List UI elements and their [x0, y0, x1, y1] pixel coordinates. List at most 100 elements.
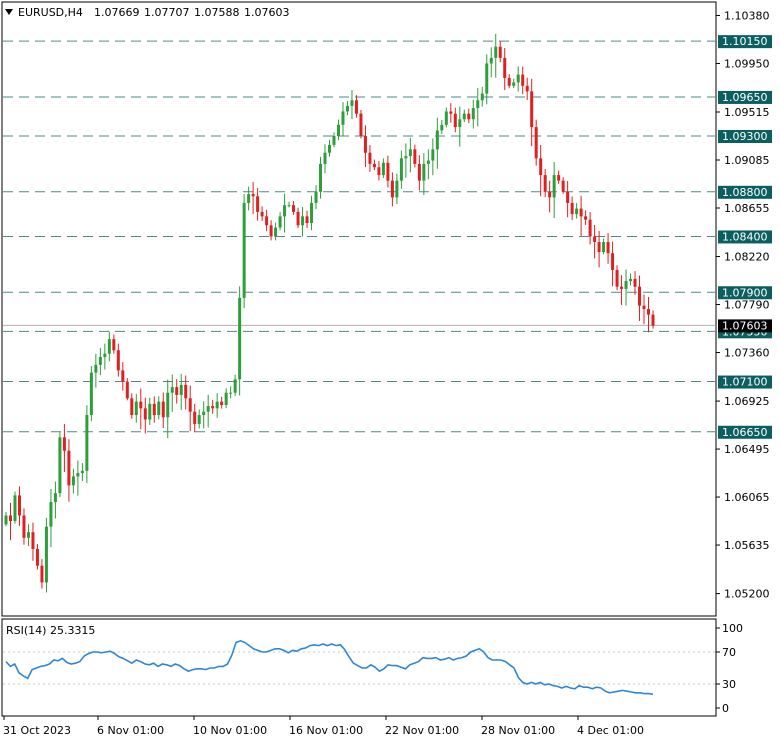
- bear-candle: [390, 172, 394, 207]
- candle-body: [359, 113, 363, 137]
- ohlc-high: 1.07707: [144, 6, 190, 19]
- bull-candle: [53, 481, 57, 519]
- candle-body: [130, 398, 134, 416]
- candle-body: [417, 163, 421, 181]
- bear-candle: [292, 200, 296, 215]
- bear-candle: [647, 296, 651, 333]
- candle-body: [238, 297, 242, 380]
- rsi-indicator: 100 70 30 0: [3, 622, 743, 715]
- bull-candle: [103, 343, 107, 370]
- candle-body: [292, 205, 296, 212]
- price-tick-label: 1.08655: [724, 202, 770, 215]
- bull-candle: [512, 78, 516, 89]
- bear-candle: [525, 77, 529, 100]
- candle-body: [62, 437, 66, 451]
- candle-body: [31, 532, 35, 549]
- candle-body: [548, 191, 552, 198]
- bear-candle: [386, 155, 390, 188]
- candle-body: [98, 356, 102, 365]
- bull-candle: [422, 153, 426, 196]
- bear-candle: [620, 275, 624, 306]
- candle-body: [260, 211, 264, 217]
- bear-candle: [188, 385, 192, 432]
- candle-body: [467, 113, 471, 120]
- candle-body: [647, 309, 651, 315]
- bear-candle: [67, 439, 71, 502]
- candle-body: [94, 364, 98, 373]
- bear-candle: [503, 48, 507, 91]
- price-tick-label: 1.09950: [724, 57, 770, 70]
- candle-body: [206, 406, 210, 412]
- bear-candle: [606, 232, 610, 264]
- bull-candle: [166, 379, 170, 439]
- bull-candle: [85, 405, 89, 484]
- bull-candle: [170, 374, 174, 412]
- bull-candle: [444, 107, 448, 128]
- bull-candle: [431, 138, 435, 176]
- candle-body: [633, 278, 637, 287]
- candle-body: [485, 63, 489, 94]
- candle-body: [426, 160, 430, 164]
- rsi-label: RSI(14) 25.3315: [6, 624, 95, 637]
- candle-body: [345, 105, 349, 112]
- main-plot-area[interactable]: [1, 1, 717, 617]
- level-label-bg: [718, 230, 772, 244]
- price-tick-label: 1.05200: [724, 588, 770, 601]
- candle-body: [13, 495, 17, 522]
- bull-candle: [76, 460, 80, 496]
- candle-body: [404, 156, 408, 159]
- candle-body: [242, 202, 246, 298]
- candle-body: [121, 370, 125, 382]
- bear-candle: [561, 177, 565, 194]
- bear-candle: [449, 103, 453, 123]
- candle-body: [175, 387, 179, 395]
- rsi-plot-area[interactable]: [1, 618, 717, 717]
- price-axis[interactable]: 1.10380 1.09950 1.09515 1.09085 1.08655 1.082…: [716, 9, 772, 601]
- bull-candle: [336, 119, 340, 141]
- candle-body: [399, 158, 403, 181]
- bear-candle: [220, 396, 224, 409]
- bull-candle: [278, 212, 282, 231]
- candle-body: [211, 406, 215, 409]
- candle-body: [26, 532, 30, 538]
- level-label-bg: [718, 286, 772, 300]
- candle-body: [256, 196, 260, 212]
- candle-body: [125, 381, 129, 399]
- bear-candle: [548, 180, 552, 213]
- time-axis[interactable]: 31 Oct 2023 6 Nov 01:00 10 Nov 01:00 16 Nov…: [3, 716, 644, 737]
- candle-body: [624, 281, 628, 289]
- level-label: 1.08800: [722, 186, 768, 199]
- bull-candle: [98, 348, 102, 376]
- bear-candle: [543, 169, 547, 198]
- bear-candle: [251, 181, 255, 215]
- chart-header: EURUSD,H4 1.07669 1.07707 1.07588 1.0760…: [5, 6, 290, 19]
- candle-body: [287, 205, 291, 207]
- bear-candle: [116, 343, 120, 377]
- candle-body: [166, 392, 170, 418]
- candle-body: [395, 180, 399, 198]
- candle-body: [431, 149, 435, 161]
- bear-candle: [579, 195, 583, 236]
- collapse-triangle-icon[interactable]: [5, 9, 13, 15]
- candle-body: [143, 408, 147, 420]
- bear-candle: [256, 188, 260, 221]
- bear-candle: [17, 486, 21, 526]
- bull-candle: [229, 386, 233, 399]
- candle-body: [588, 219, 592, 237]
- bear-candle: [8, 502, 12, 541]
- bear-candle: [498, 41, 502, 63]
- bull-candle: [107, 331, 111, 362]
- horizontal-levels: [3, 40, 715, 433]
- candle-body: [76, 473, 80, 477]
- candlesticks: [4, 33, 655, 593]
- bear-candle: [193, 403, 197, 433]
- bull-candle: [471, 99, 475, 129]
- bear-candle: [112, 334, 116, 354]
- candle-body: [89, 372, 93, 416]
- candle-body: [301, 216, 305, 226]
- candle-body: [611, 253, 615, 270]
- candle-body: [8, 515, 12, 522]
- candle-body: [458, 119, 462, 128]
